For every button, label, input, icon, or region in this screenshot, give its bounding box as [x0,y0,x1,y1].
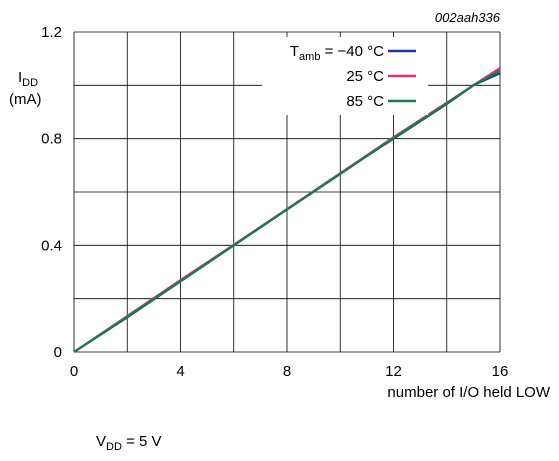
x-tick-label: 16 [492,363,509,380]
legend: Tamb = −40 °C 25 °C 85 °C [262,37,428,115]
legend-label: 25 °C [346,68,384,85]
y-axis-label-main: I [18,69,22,86]
series-line [73,69,501,353]
condition-main: V [96,433,106,450]
y-axis-unit: (mA) [9,91,42,108]
y-axis-label-sub: DD [22,77,38,89]
legend-label: Tamb = −40 °C [290,43,384,63]
axes: 0 4 8 12 16 0 0.4 0.8 1.2 [41,24,508,380]
legend-prefix-eq: = −40 °C [320,43,384,60]
x-tick-label: 12 [385,363,402,380]
legend-prefix-sub: amb [299,51,320,63]
legend-prefix-main: T [290,43,299,60]
x-tick-label: 0 [70,363,78,380]
condition-label: VDD = 5 V [96,433,162,453]
y-axis-label: IDD [18,69,38,89]
series-layer [73,67,501,353]
figure-code: 002aah336 [435,10,501,25]
legend-label: 85 °C [346,93,384,110]
condition-sub: DD [106,441,122,453]
x-axis-label: number of I/O held LOW [387,384,550,401]
x-tick-label: 8 [283,363,291,380]
y-tick-label: 0 [54,344,62,361]
x-tick-label: 4 [176,363,184,380]
condition-rest: = 5 V [122,433,162,450]
y-tick-label: 0.4 [41,237,62,254]
y-tick-label: 1.2 [41,24,62,41]
y-tick-label: 0.8 [41,131,62,148]
